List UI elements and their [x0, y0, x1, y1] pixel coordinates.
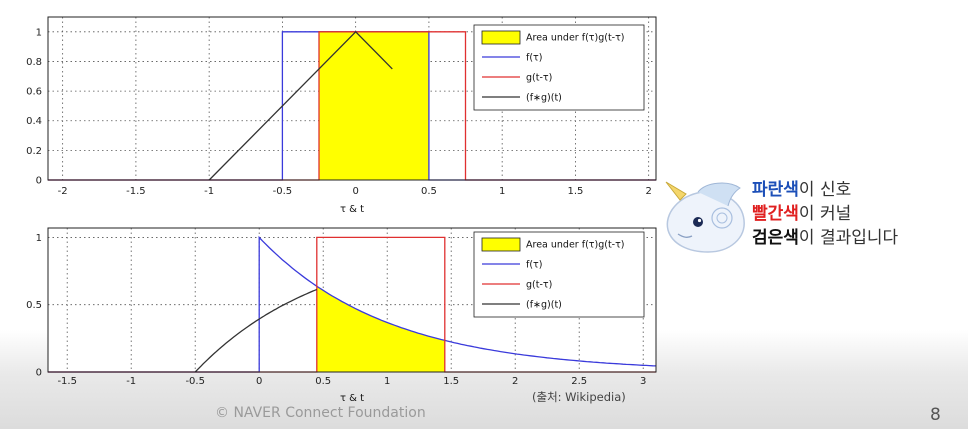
x-tick-label: 1 — [384, 376, 390, 387]
legend-top: Area under f(τ)g(t-τ) f(τ) g(t-τ) (f∗g)(t) — [473, 24, 645, 111]
note-keyword-blue: 파란색 — [752, 180, 799, 200]
y-tick-label: 1 — [36, 27, 42, 38]
legend-label: f(τ) — [526, 53, 542, 64]
note-text-signal: 이 신호 — [798, 180, 852, 200]
note-line-result: 검은색이 결과입니다 — [752, 226, 962, 250]
y-tick-label: 0 — [36, 176, 42, 187]
x-tick-label: 0 — [352, 186, 358, 197]
y-tick-label: 0.8 — [26, 57, 42, 68]
legend-label: (f∗g)(t) — [526, 93, 562, 104]
x-tick-label: -2 — [58, 186, 68, 197]
area-fill-top — [319, 31, 429, 181]
y-tick-label: 0.4 — [26, 116, 42, 127]
y-tick-label: 0.5 — [26, 300, 42, 311]
x-tick-label: 0.5 — [315, 376, 331, 387]
y-tick-label: 1 — [36, 233, 42, 244]
legend-label: Area under f(τ)g(t-τ) — [526, 240, 625, 251]
x-tick-label: -1 — [126, 376, 136, 387]
y-tick-label: 0.2 — [26, 146, 42, 157]
x-tick-label: 0 — [256, 376, 262, 387]
plot-frame — [47, 227, 657, 373]
legend-label: g(t-τ) — [526, 280, 552, 291]
area-fill-bottom — [316, 286, 445, 372]
line-series-1-bottom — [48, 235, 657, 373]
x-tick-label: 1.5 — [567, 186, 583, 197]
x-tick-label: 2 — [645, 186, 651, 197]
x-tick-label: 3 — [640, 376, 646, 387]
source-citation: (출처: Wikipedia) — [532, 390, 626, 404]
note-text-result: 이 결과입니다 — [798, 228, 899, 248]
line-series-3-top — [208, 30, 393, 181]
y-tick-label: 0 — [36, 368, 42, 379]
note-keyword-red: 빨간색 — [752, 204, 799, 224]
x-tick-label: -0.5 — [185, 376, 205, 387]
legend-label: (f∗g)(t) — [526, 300, 562, 311]
color-legend-note: 파란색이 신호 빨간색이 커널 검은색이 결과입니다 — [752, 178, 962, 250]
x-tick-label: -0.5 — [273, 186, 293, 197]
x-axis-label: τ & t — [340, 204, 364, 215]
footer-copyright: © NAVER Connect Foundation — [215, 405, 426, 421]
note-line-signal: 파란색이 신호 — [752, 178, 962, 202]
y-tick-label: 0.6 — [26, 87, 42, 98]
x-tick-label: 1.5 — [443, 376, 459, 387]
x-tick-label: -1.5 — [57, 376, 77, 387]
note-keyword-black: 검은색 — [752, 228, 799, 248]
plot-frame — [47, 16, 657, 181]
page-number: 8 — [930, 405, 941, 425]
chart-top: -2 -1.5 -1 -0.5 0 0.5 1 1.5 2 0 0.2 0.4 0.6 0.8 1 τ & t… — [26, 16, 657, 215]
x-tick-label: 2 — [512, 376, 518, 387]
legend-swatch — [481, 30, 521, 45]
x-tick-label: -1.5 — [126, 186, 146, 197]
x-tick-label: 0.5 — [421, 186, 437, 197]
x-tick-label: 2.5 — [571, 376, 587, 387]
x-tick-label: -1 — [204, 186, 214, 197]
note-text-kernel: 이 커널 — [798, 204, 852, 224]
line-series-3-bottom — [194, 288, 318, 373]
legend-label: f(τ) — [526, 260, 542, 271]
legend-bottom: Area under f(τ)g(t-τ) f(τ) g(t-τ) (f∗g)(t) — [473, 231, 645, 318]
unicorn-mascot-icon — [658, 178, 750, 258]
legend-swatch — [481, 237, 521, 252]
chart-bottom: -1.5 -1 -0.5 0 0.5 1 1.5 2 2.5 3 0 0.5 1 τ & t Area un… — [26, 227, 657, 404]
legend-label: Area under f(τ)g(t-τ) — [526, 33, 625, 44]
x-tick-label: 1 — [499, 186, 505, 197]
x-axis-label: τ & t — [340, 393, 364, 404]
note-line-kernel: 빨간색이 커널 — [752, 202, 962, 226]
legend-label: g(t-τ) — [526, 73, 552, 84]
